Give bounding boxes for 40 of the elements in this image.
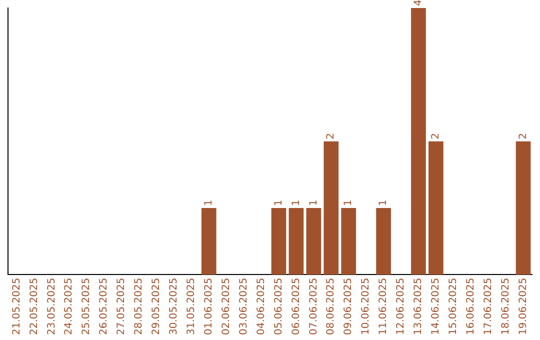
x-tick-label: 05.06.2025	[273, 278, 284, 336]
x-tick-label: 09.06.2025	[343, 278, 354, 336]
x-tick-label: 16.06.2025	[465, 278, 476, 336]
data-label: 2	[326, 132, 337, 140]
x-tick-label: 03.06.2025	[238, 278, 250, 336]
x-tick-label: 17.06.2025	[482, 278, 494, 336]
x-tick-label: 27.05.2025	[116, 278, 128, 336]
x-tick-label: 29.05.2025	[151, 278, 162, 336]
x-tick-label: 08.06.2025	[326, 278, 337, 336]
x-tick-label: 11.06.2025	[378, 278, 390, 336]
x-tick-label: 23.05.2025	[46, 278, 58, 336]
x-tick-label: 30.05.2025	[168, 278, 180, 336]
x-tick-label: 18.06.2025	[500, 278, 512, 336]
x-tick-label: 01.06.2025	[203, 278, 214, 336]
data-label: 1	[378, 200, 390, 206]
x-tick-label: 22.05.2025	[28, 278, 40, 336]
x-tick-label: 24.05.2025	[64, 278, 75, 336]
x-tick-label: 14.06.2025	[430, 278, 442, 336]
x-tick-label: 19.06.2025	[518, 278, 529, 336]
data-label: 1	[343, 200, 354, 206]
x-tick-label: 10.06.2025	[360, 278, 372, 336]
x-tick-label: 12.06.2025	[396, 278, 407, 336]
x-tick-label: 02.06.2025	[220, 278, 232, 336]
x-tick-label: 26.05.2025	[98, 278, 110, 336]
data-label: 1	[290, 200, 302, 206]
data-label: 2	[430, 132, 442, 140]
x-tick-label: 04.06.2025	[256, 278, 267, 336]
data-label: 1	[308, 200, 320, 206]
x-tick-label: 25.05.2025	[81, 278, 92, 336]
x-tick-label: 06.06.2025	[290, 278, 302, 336]
x-tick-label: 21.05.2025	[11, 278, 22, 336]
x-tick-label: 13.06.2025	[413, 278, 424, 336]
x-tick-label: 15.06.2025	[448, 278, 459, 336]
data-label: 4	[413, 0, 424, 6]
x-tick-label: 28.05.2025	[134, 278, 145, 336]
x-tick-label: 31.05.2025	[186, 278, 197, 336]
data-label: 2	[518, 132, 529, 140]
x-tick-label: 07.06.2025	[308, 278, 320, 336]
data-label: 1	[273, 200, 284, 206]
data-label: 1	[203, 200, 214, 206]
